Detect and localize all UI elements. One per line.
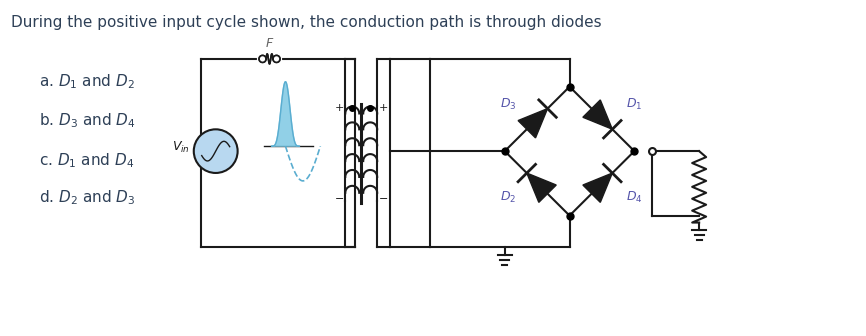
Text: +: + — [378, 102, 388, 113]
Polygon shape — [527, 173, 556, 202]
Text: $V_{in}$: $V_{in}$ — [171, 140, 190, 155]
Text: a. $D_1$ and $D_2$: a. $D_1$ and $D_2$ — [39, 72, 135, 90]
Circle shape — [259, 55, 266, 62]
Text: F: F — [266, 37, 273, 50]
Polygon shape — [272, 82, 300, 146]
Text: d. $D_2$ and $D_3$: d. $D_2$ and $D_3$ — [39, 188, 136, 207]
Text: $D_1$: $D_1$ — [626, 97, 643, 112]
Text: $D_3$: $D_3$ — [501, 97, 517, 112]
Text: $D_2$: $D_2$ — [501, 190, 517, 205]
Text: −: − — [334, 194, 344, 204]
Polygon shape — [583, 173, 612, 202]
Circle shape — [194, 129, 237, 173]
Text: b. $D_3$ and $D_4$: b. $D_3$ and $D_4$ — [39, 112, 136, 130]
Polygon shape — [583, 100, 612, 129]
Text: During the positive input cycle shown, the conduction path is through diodes: During the positive input cycle shown, t… — [11, 15, 602, 30]
Text: +: + — [334, 102, 344, 113]
Text: c. $D_1$ and $D_4$: c. $D_1$ and $D_4$ — [39, 151, 134, 170]
Text: $D_4$: $D_4$ — [626, 190, 643, 205]
Text: −: − — [378, 194, 388, 204]
Polygon shape — [518, 109, 547, 138]
Circle shape — [273, 55, 280, 62]
